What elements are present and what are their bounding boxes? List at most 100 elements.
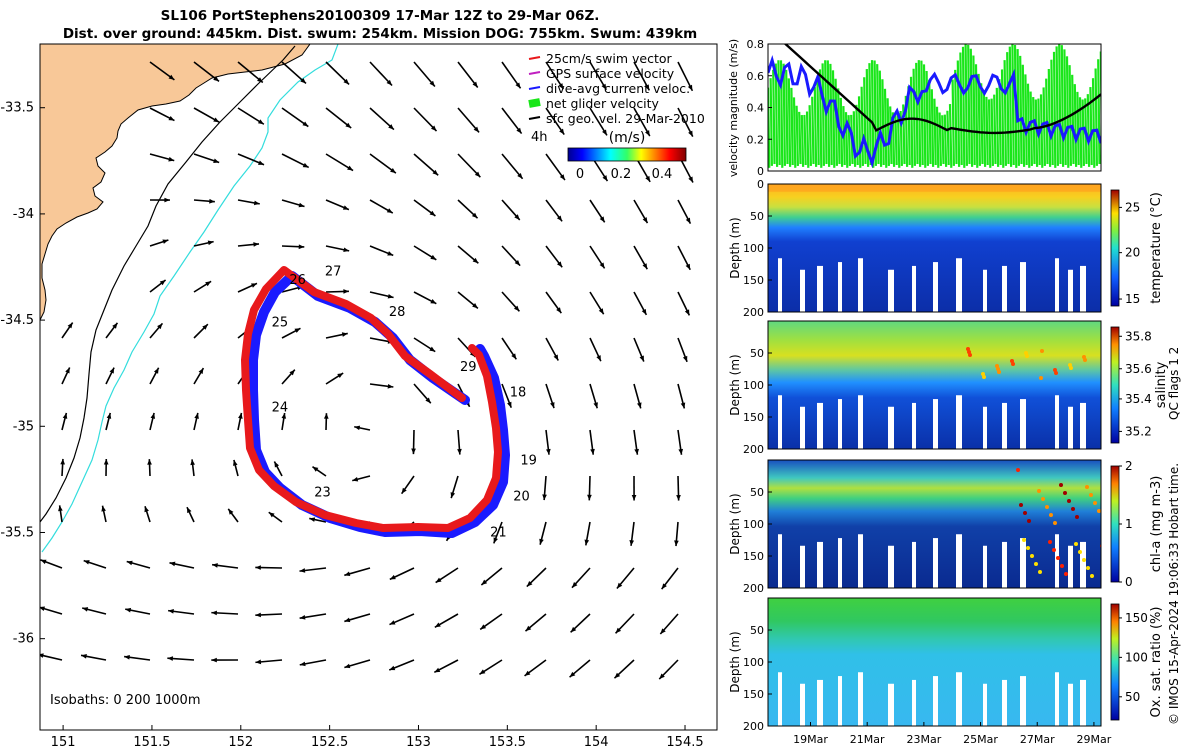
swim-vector-track <box>241 266 502 532</box>
velocity-magnitude-panel: 0 0.2 0.4 0.6 0.8 <box>747 38 1102 178</box>
depth-axis-label: Depth (m) <box>728 493 742 554</box>
colorbar-tick-label: 25 <box>1125 200 1140 214</box>
map-x-tick-label: 152.5 <box>311 735 348 750</box>
time-tick-label: 27Mar <box>1020 733 1055 746</box>
sfc-geo-velocity-series <box>783 44 1101 135</box>
map-x-tick-label: 154.5 <box>666 735 703 750</box>
time-tick-label: 29Mar <box>1077 733 1112 746</box>
legend-swatch <box>528 56 541 60</box>
depth-tick-label: 100 <box>743 518 764 531</box>
legend-entry: 25cm/s swim vector <box>546 51 673 66</box>
isobaths-label: Isobaths: 0 200 1000m <box>50 693 201 708</box>
depth-tick-label: 100 <box>743 242 764 255</box>
colorbar-temperature <box>1110 189 1120 307</box>
colorbar-tick-label: 0 <box>1125 575 1133 589</box>
colorbar-label: chl-a (mg m-3) <box>1149 476 1164 573</box>
colorbar-tick-label: 100 <box>1125 650 1148 664</box>
dive-avg-current-series <box>768 54 1101 169</box>
colorbar-tick-label: 50 <box>1125 690 1140 704</box>
speed-colorbar <box>567 147 687 162</box>
colorbar-tick-label: 2 <box>1125 459 1133 473</box>
legend-entry: net glider velocity <box>546 96 660 111</box>
depth-tick-label: 50 <box>750 210 764 223</box>
velocity-y-label: velocity magnitude (m/s) <box>727 39 740 177</box>
colorbar-tick-label: 35.4 <box>1125 392 1152 406</box>
velocity-tick-label: 0.4 <box>747 102 765 115</box>
glider-profile-panels: 0 0.2 0.4 0.6 0.8 velocity magnitude (m/s) 0… <box>727 38 1181 746</box>
depth-tick-label: 150 <box>743 688 764 701</box>
time-tick-label: 25Mar <box>963 733 998 746</box>
isobath-200m <box>41 44 339 553</box>
map-y-tick-label: -34.5 <box>0 313 34 328</box>
colorbar-title: (m/s) <box>609 130 646 146</box>
legend-entry: dive-avg current veloc. <box>546 81 690 96</box>
depth-tick-label: 50 <box>750 624 764 637</box>
track-day-label: 23 <box>314 485 331 500</box>
depth-tick-label: 150 <box>743 274 764 287</box>
colorbar-tick-label: 35.8 <box>1125 329 1152 343</box>
depth-tick-label: 150 <box>743 550 764 563</box>
map-title-line1: SL106 PortStephens20100309 17-Mar 12Z to… <box>160 8 600 24</box>
track-day-label: 26 <box>289 273 306 288</box>
map-y-axis: -33.5 -34 -34.5 -35 -35.5 -36 <box>0 101 45 647</box>
map-x-tick-label: 152 <box>228 735 253 750</box>
colorbar-tick-label: 150 <box>1125 611 1148 625</box>
map-y-tick-label: -33.5 <box>0 101 34 116</box>
depth-tick-label: 0 <box>757 178 764 191</box>
track-day-labels: 26 27 28 29 25 18 24 19 20 23 21 <box>272 264 537 540</box>
depth-tick-label: 200 <box>743 582 764 595</box>
depth-tick-label: 100 <box>743 379 764 392</box>
depth-tick-label: 150 <box>743 411 764 424</box>
colorbar-salinity <box>1110 326 1120 444</box>
legend-swatch <box>528 116 541 120</box>
velocity-tick-label: 0 <box>757 165 764 178</box>
map-x-tick-label: 153 <box>406 735 431 750</box>
land-area <box>40 44 311 321</box>
depth-panel-salinity: 50 100 150 200 Depth (m) 35.2 35.4 35.6 35.8 sali… <box>728 320 1169 456</box>
velocity-tick-label: 0.6 <box>747 70 765 83</box>
legend-swatch <box>528 98 541 108</box>
depth-panel-temperature: 0 50 100 150 200 Depth (m) 15 20 25 temperature (… <box>728 178 1164 319</box>
qc-flags-label: QC flags 1 2 <box>1167 347 1181 420</box>
colorbar-tick-label: 15 <box>1125 292 1140 306</box>
depth-tick-label: 200 <box>743 720 764 733</box>
footer-imos: © IMOS 15-Apr-2024 19:06:33 Hobart time. <box>1167 463 1181 725</box>
depth-tick-label: 100 <box>743 656 764 669</box>
depth-axis-label: Depth (m) <box>728 217 742 278</box>
track-day-label: 20 <box>513 490 530 505</box>
depth-tick-label: 200 <box>743 443 764 456</box>
map-y-tick-label: -36 <box>13 632 34 647</box>
depth-axis-label: Depth (m) <box>728 631 742 692</box>
map-y-tick-label: -35 <box>13 419 34 434</box>
map-x-tick-label: 153.5 <box>489 735 526 750</box>
time-tick-label: 21Mar <box>850 733 885 746</box>
track-day-label: 24 <box>272 400 289 415</box>
legend-swatch <box>528 71 541 75</box>
velocity-tick-label: 0.8 <box>747 38 765 51</box>
colorbar-label: Ox. sat. ratio (%) <box>1149 607 1164 718</box>
legend-entry: GPS surface velocity <box>546 66 675 81</box>
map-x-tick-label: 151.5 <box>133 735 170 750</box>
colorbar-tick-2: 0.4 <box>652 167 673 182</box>
depth-axis-label: Depth (m) <box>728 354 742 415</box>
track-day-label: 27 <box>325 264 342 279</box>
colorbar-tick-label: 1 <box>1125 517 1133 531</box>
velocity-tick-label: 0.2 <box>747 133 765 146</box>
colorbar-tick-0: 0 <box>576 167 584 182</box>
time-axis: 19Mar 21Mar 23Mar 25Mar 27Mar 29Mar <box>793 722 1112 746</box>
track-day-label: 29 <box>460 360 477 375</box>
track-day-label: 21 <box>490 526 507 541</box>
track-day-label: 18 <box>510 386 527 401</box>
colorbar-tick-label: 35.2 <box>1125 424 1152 438</box>
colorbar-chla <box>1110 465 1120 583</box>
colorbar-label: temperature (°C) <box>1149 192 1164 304</box>
isobath-1000m <box>40 45 296 523</box>
colorbar-label: salinity <box>1154 361 1169 408</box>
map-y-tick-label: -35.5 <box>0 525 34 540</box>
colorbar-tick-label: 20 <box>1125 246 1140 260</box>
depth-panel-chla: 50 100 150 200 Depth (m) 0 1 2 chl-a (mg m-3) <box>728 459 1164 595</box>
colorbar-tick-label: 35.6 <box>1125 362 1152 376</box>
